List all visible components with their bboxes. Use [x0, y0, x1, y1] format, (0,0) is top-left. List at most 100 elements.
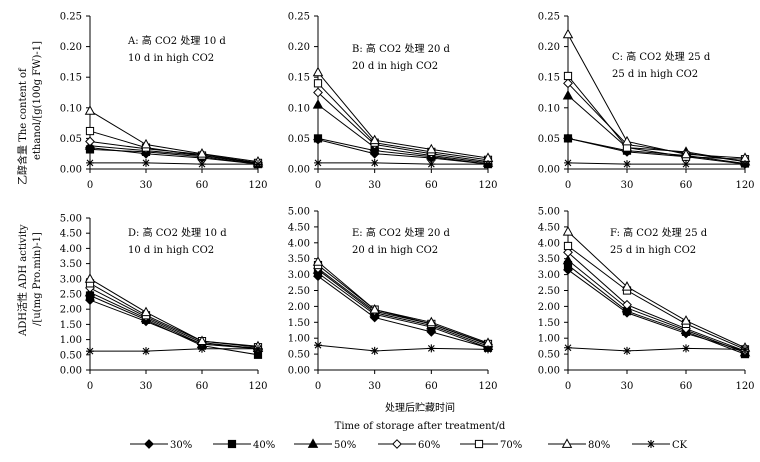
x-tick-label: 0 — [87, 180, 93, 191]
legend-item: 50% — [294, 438, 356, 451]
data-point — [86, 347, 94, 356]
y-tick-label: 1.50 — [60, 320, 82, 331]
series-line — [567, 264, 746, 355]
data-point — [198, 344, 206, 353]
y-tick-label: 0.05 — [538, 134, 560, 145]
y-tick-label: 0.00 — [60, 165, 82, 176]
y-tick-label: 5.00 — [60, 214, 82, 225]
data-point — [564, 158, 572, 167]
data-point — [314, 158, 322, 167]
y-tick-label: 0.10 — [538, 103, 560, 114]
y-tick-label: 0.10 — [288, 103, 310, 114]
series-line — [89, 299, 259, 350]
data-point — [369, 134, 380, 145]
series-line — [317, 139, 489, 165]
legend-item: 30% — [130, 439, 192, 451]
data-point — [682, 160, 690, 169]
panel-d: 0.00 0.50 1.00 1.50 2.00 2.50 3.00 3.50 4.00 4.50… — [60, 214, 268, 393]
data-point — [198, 160, 206, 169]
series-line — [317, 275, 489, 349]
legend: 30% 40% 50% 60% 70% 80% CK — [130, 438, 688, 451]
data-point — [563, 241, 573, 251]
series-line — [567, 137, 746, 164]
x-tick-label: 30 — [140, 381, 153, 392]
panel-b: 0.00 0.05 0.10 0.15 0.20 0.25 0 30 60 120 B: 高 CO2… — [288, 12, 498, 192]
legend-item: 40% — [213, 439, 275, 451]
y-axis-title-bottom-cn: ADH活性 ADH activity — [16, 224, 29, 337]
y-tick-label: 0.10 — [60, 103, 82, 114]
x-tick-label: 60 — [196, 180, 209, 191]
series-line — [567, 251, 746, 352]
legend-label: CK — [672, 440, 688, 451]
y-tick-label: 4.00 — [288, 238, 310, 249]
data-point — [312, 66, 324, 77]
panel-title-cn: F: 高 CO2 处理 25 d — [610, 226, 708, 239]
series-line — [567, 245, 746, 350]
legend-label: 50% — [334, 440, 356, 451]
series-line — [317, 71, 489, 159]
y-tick-label: 2.00 — [60, 305, 82, 316]
panel-a: 0.00 0.05 0.10 0.15 0.20 0.25 0 30 60 120 A: 高 CO2… — [60, 12, 268, 192]
data-point — [86, 158, 94, 167]
data-point — [562, 226, 574, 236]
y-tick-label: 4.50 — [60, 229, 82, 240]
y-tick-label: 2.00 — [538, 302, 560, 313]
panel-title-en: 20 d in high CO2 — [352, 61, 438, 72]
data-point — [426, 143, 437, 154]
y-tick-label: 0.20 — [288, 42, 310, 53]
series-60pct — [85, 283, 263, 354]
x-tick-label: 60 — [680, 381, 693, 392]
data-point — [484, 345, 492, 354]
series-line — [567, 34, 746, 159]
x-tick-label: 30 — [368, 180, 381, 191]
y-tick-label: 0.00 — [288, 165, 310, 176]
x-tick-label: 0 — [315, 180, 321, 191]
data-point — [370, 158, 379, 167]
data-point — [85, 126, 95, 136]
y-tick-label: 0.00 — [288, 366, 310, 377]
y-tick-label: 5.00 — [538, 207, 560, 218]
y-tick-label: 0.15 — [288, 73, 310, 84]
data-point — [562, 89, 574, 100]
series-line — [567, 137, 746, 165]
legend-marker — [227, 439, 237, 449]
x-tick-label: 60 — [196, 381, 209, 392]
legend-label: 70% — [500, 440, 522, 451]
legend-marker — [561, 438, 573, 448]
series-line — [317, 92, 489, 163]
data-point — [140, 306, 152, 317]
panel-title-en: 20 d in high CO2 — [352, 245, 438, 256]
series-70pct — [85, 279, 263, 352]
data-point — [562, 28, 574, 39]
y-tick-label: 1.00 — [60, 335, 82, 346]
y-tick-label: 3.00 — [538, 270, 560, 281]
x-tick-label: 120 — [478, 381, 497, 392]
data-point — [623, 346, 631, 355]
panel-title-cn: C: 高 CO2 处理 25 d — [612, 50, 711, 63]
series-80pct — [312, 256, 494, 347]
data-point — [142, 158, 150, 167]
x-tick-label: 60 — [680, 180, 693, 191]
y-tick-label: 3.50 — [60, 259, 82, 270]
series-line — [567, 95, 746, 163]
y-tick-label: 0.00 — [538, 366, 560, 377]
data-point — [370, 346, 379, 355]
legend-label: 80% — [588, 440, 610, 451]
data-point — [680, 148, 692, 159]
x-tick-label: 0 — [565, 180, 571, 191]
series-line — [317, 344, 489, 352]
data-point — [313, 87, 323, 98]
y-tick-label: 4.50 — [288, 222, 310, 233]
x-tick-label: 0 — [565, 381, 571, 392]
y-tick-label: 0.25 — [288, 12, 310, 23]
data-point — [680, 315, 692, 325]
legend-item: 60% — [378, 439, 440, 451]
data-point — [621, 135, 633, 146]
panel-title-cn: B: 高 CO2 处理 20 d — [352, 42, 451, 55]
series-50pct — [84, 286, 264, 353]
series-line — [89, 110, 259, 163]
data-point — [564, 343, 572, 352]
y-tick-label: 0.50 — [538, 350, 560, 361]
series-line — [89, 282, 259, 348]
data-point — [85, 136, 95, 147]
